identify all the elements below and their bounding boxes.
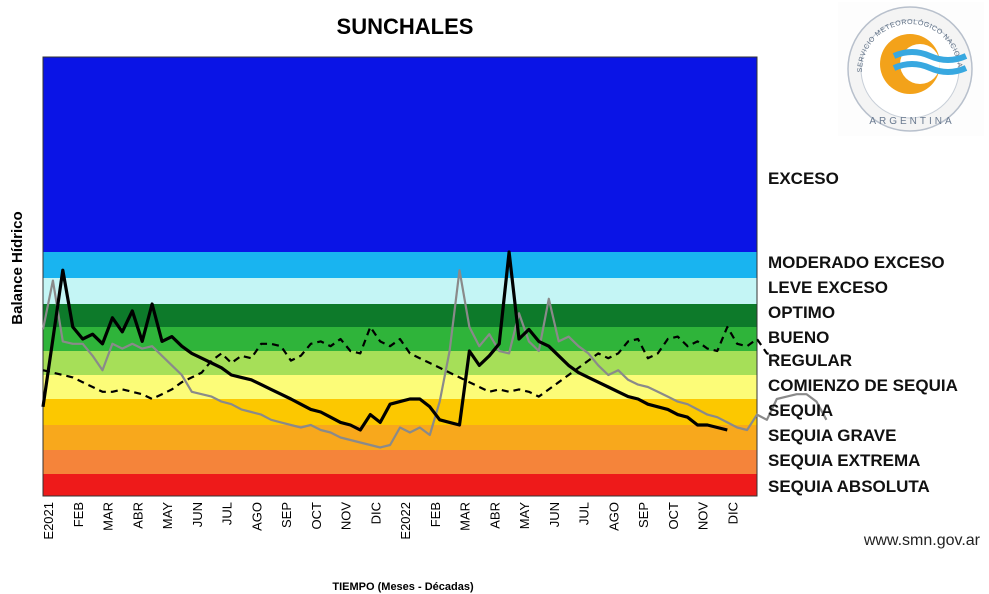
x-tick-label: MAY: [517, 502, 532, 530]
category-label-leve-exceso: LEVE EXCESO: [768, 278, 888, 297]
x-tick-label: SEP: [636, 502, 651, 528]
series-layer: [41, 250, 828, 449]
x-tick-label: SEP: [279, 502, 294, 528]
logo-wave-icon: [892, 61, 968, 75]
y-axis-label: Balance Hídrico: [9, 211, 26, 324]
x-tick-label: JUN: [547, 502, 562, 527]
category-label-bueno: BUENO: [768, 328, 829, 347]
smn-logo: SERVICIO METEOROLÓGICO NACIONAL ARGENTIN…: [838, 2, 984, 136]
x-tick-label: JUL: [577, 502, 592, 525]
x-tick-label: MAY: [160, 502, 175, 530]
category-label-exceso: EXCESO: [768, 169, 839, 188]
band-exceso: [43, 57, 757, 252]
x-tick-label: NOV: [339, 502, 354, 531]
x-tick-label: FEB: [428, 502, 443, 527]
band-sequia: [43, 399, 757, 425]
x-tick-label: JUL: [220, 502, 235, 525]
x-tick-label: MAR: [458, 502, 473, 531]
category-label-sequia-extrema: SEQUIA EXTREMA: [768, 451, 920, 470]
plot-frame: [42, 56, 758, 497]
x-axis-label: TIEMPO (Meses - Décadas): [332, 581, 474, 593]
logo-country-text: ARGENTINA: [869, 116, 954, 127]
x-tick-label: NOV: [696, 502, 711, 531]
category-label-sequia: SEQUIA: [768, 401, 833, 420]
x-tick-label: E2021: [41, 502, 56, 540]
category-label-comienzo-de-sequia: COMIENZO DE SEQUIA: [768, 376, 958, 395]
x-tick-label: ABR: [487, 502, 502, 529]
x-tick-label: MAR: [101, 502, 116, 531]
band-leve-exceso: [43, 278, 757, 304]
band-moderado-exceso: [43, 252, 757, 278]
category-labels: EXCESO MODERADO EXCESO LEVE EXCESO OPTIMO BU…: [768, 169, 958, 496]
x-tick-label: AGO: [606, 502, 621, 531]
x-tick-label: JUN: [190, 502, 205, 527]
category-label-moderado-exceso: MODERADO EXCESO: [768, 253, 945, 272]
x-tick-label: FEB: [71, 502, 86, 527]
category-label-regular: REGULAR: [768, 351, 852, 370]
x-tick-label: AGO: [249, 502, 264, 531]
series-line-dashed: [42, 325, 778, 401]
category-label-sequia-absoluta: SEQUIA ABSOLUTA: [768, 477, 930, 496]
band-regular: [43, 351, 757, 375]
x-tick-label: OCT: [666, 502, 681, 530]
band-optimo: [43, 304, 757, 327]
band-layer: [42, 56, 758, 497]
category-label-optimo: OPTIMO: [768, 303, 835, 322]
x-tick-label: OCT: [309, 502, 324, 530]
series-line-solid: [41, 250, 728, 432]
x-tick-label: ABR: [130, 502, 145, 529]
x-axis-tick-labels: E2021 FEB MAR ABR MAY JUN JUL AGO SEP OCT NOV DIC E2…: [41, 502, 740, 540]
chart-title: SUNCHALES: [337, 14, 474, 39]
x-tick-label: DIC: [368, 502, 383, 524]
x-tick-label: DIC: [725, 502, 740, 524]
band-sequia-absoluta: [43, 474, 757, 496]
band-sequia-extrema: [43, 450, 757, 474]
category-label-sequia-grave: SEQUIA GRAVE: [768, 426, 896, 445]
logo-wave-icon: [892, 49, 968, 63]
x-tick-label: E2022: [398, 502, 413, 540]
series-line-gray: [41, 269, 828, 449]
website-label: www.smn.gov.ar: [863, 532, 981, 549]
